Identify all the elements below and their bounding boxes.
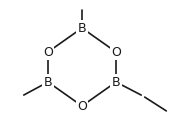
Text: O: O	[43, 45, 53, 59]
Text: O: O	[77, 100, 87, 113]
Text: B: B	[44, 75, 52, 89]
Text: O: O	[111, 45, 121, 59]
Text: B: B	[78, 21, 86, 34]
Text: B: B	[112, 75, 120, 89]
